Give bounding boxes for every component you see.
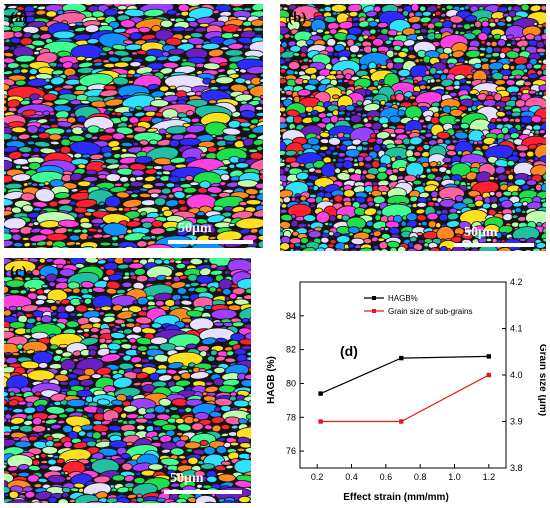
ebsd-map-a: (a) 50μm xyxy=(4,4,263,248)
y-right-tick-label: 4.0 xyxy=(510,370,523,380)
series-point-1 xyxy=(318,391,323,396)
x-tick-label: 0.6 xyxy=(380,472,393,482)
x-tick-label: 1.2 xyxy=(483,472,496,482)
panel-label-c: (c) xyxy=(10,264,27,280)
ebsd-map-b: (b) 50μm xyxy=(280,4,546,251)
grain-map-b xyxy=(280,4,546,251)
series-point-1 xyxy=(486,354,492,359)
x-tick-label: 1.0 xyxy=(448,472,461,482)
y-left-tick-label: 84 xyxy=(286,311,296,321)
x-tick-label: 0.4 xyxy=(345,472,358,482)
scale-bar-b xyxy=(454,243,534,247)
plot-area xyxy=(299,281,507,469)
y-axis-left-label: HAGB (%) xyxy=(266,356,277,404)
y-right-tick-label: 4.2 xyxy=(510,277,523,287)
hagb-grain-size-chart: 0.2 0.4 0.6 0.8 1.0 1.2 76 78 80 82 84 3.8 3.9 4.0 4.1… xyxy=(266,277,546,503)
panel-label-d: (d) xyxy=(340,343,358,359)
series-point-2 xyxy=(486,372,492,378)
series-point-2 xyxy=(399,419,404,424)
x-axis-label: Effect strain (mm/mm) xyxy=(343,492,449,503)
panel-label-b: (b) xyxy=(288,10,307,26)
scale-bar-label-b: 50μm xyxy=(464,225,498,240)
scale-bar-label-c: 50μm xyxy=(170,471,204,486)
x-tick-label: 0.2 xyxy=(311,472,324,482)
y-right-tick-label: 3.8 xyxy=(510,463,523,473)
grain-map-a xyxy=(4,4,263,248)
legend-entry-1: HAGB% xyxy=(388,294,418,303)
y-left-tick-label: 82 xyxy=(286,345,296,355)
y-right-tick-label: 3.9 xyxy=(510,417,523,427)
series-point-1 xyxy=(399,355,404,361)
scale-bar-label-a: 50μm xyxy=(178,221,212,236)
grain-map-c xyxy=(4,258,251,503)
y-left-tick-label: 78 xyxy=(286,412,296,422)
legend-marker-1 xyxy=(372,296,376,300)
y-right-tick-label: 4.1 xyxy=(510,324,523,334)
y-axis-right-label: Grain size (μm) xyxy=(537,344,546,416)
scale-bar-a xyxy=(168,240,253,244)
series-point-2 xyxy=(318,419,323,424)
chart-legend: HAGB% Grain size of sub-grains xyxy=(364,294,472,316)
y-left-tick-label: 76 xyxy=(286,446,296,456)
scale-bar-c xyxy=(164,490,242,494)
y-left-tick-label: 80 xyxy=(286,378,296,388)
ebsd-map-c: (c) 50μm xyxy=(4,258,251,503)
legend-entry-2: Grain size of sub-grains xyxy=(388,307,472,316)
panel-label-a: (a) xyxy=(10,10,28,26)
legend-marker-2 xyxy=(372,309,376,313)
x-tick-label: 0.8 xyxy=(414,472,427,482)
